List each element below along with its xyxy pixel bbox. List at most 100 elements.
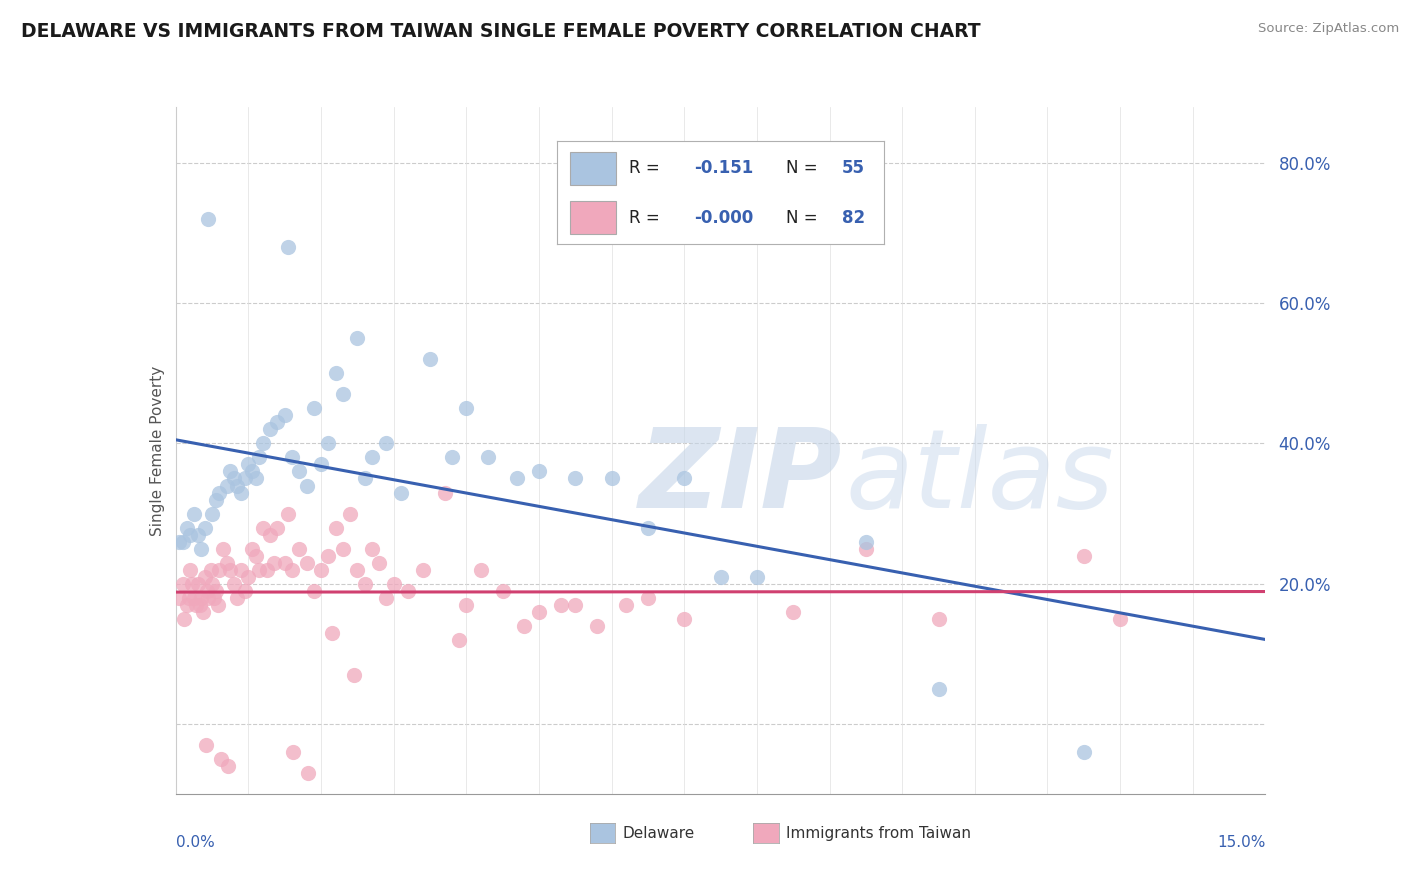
Point: [283, 745, 305, 759]
Point: [256, 563, 278, 577]
Point: [447, 632, 470, 647]
Point: [346, 563, 368, 577]
Text: atlas: atlas: [846, 425, 1115, 532]
Point: [212, 541, 235, 556]
Point: [309, 458, 332, 472]
Point: [259, 527, 281, 541]
Point: [302, 401, 325, 416]
Point: [281, 450, 304, 465]
Point: [208, 563, 231, 577]
Point: [186, 527, 209, 541]
Point: [470, 563, 492, 577]
Point: [226, 591, 249, 605]
Point: [233, 471, 256, 485]
Point: [266, 520, 288, 534]
Point: [169, 534, 191, 549]
Point: [564, 598, 586, 612]
Point: [274, 409, 297, 423]
Point: [288, 541, 311, 556]
Point: [215, 478, 238, 492]
Text: DELAWARE VS IMMIGRANTS FROM TAIWAN SINGLE FEMALE POVERTY CORRELATION CHART: DELAWARE VS IMMIGRANTS FROM TAIWAN SINGL…: [21, 22, 981, 41]
Point: [346, 331, 368, 345]
Point: [550, 598, 572, 612]
Point: [231, 563, 253, 577]
Text: -0.151: -0.151: [695, 159, 754, 178]
Point: [209, 752, 232, 766]
Point: [513, 618, 536, 632]
Point: [194, 569, 217, 583]
Point: [240, 541, 263, 556]
Point: [745, 569, 768, 583]
Point: [389, 485, 412, 500]
Point: [353, 471, 375, 485]
Point: [855, 541, 877, 556]
Point: [564, 471, 586, 485]
Point: [240, 465, 263, 479]
Point: [169, 591, 191, 605]
Point: [782, 605, 804, 619]
Point: [179, 527, 201, 541]
Point: [456, 401, 478, 416]
Point: [637, 520, 659, 534]
Point: [288, 465, 311, 479]
Text: ZIP: ZIP: [638, 425, 842, 532]
Text: 82: 82: [842, 209, 865, 227]
Point: [188, 598, 211, 612]
Point: [332, 541, 354, 556]
Text: 0.0%: 0.0%: [176, 835, 215, 850]
Point: [219, 563, 242, 577]
Point: [219, 465, 242, 479]
Point: [325, 520, 347, 534]
Point: [207, 598, 229, 612]
Point: [382, 576, 405, 591]
Point: [245, 471, 267, 485]
Point: [412, 563, 434, 577]
Y-axis label: Single Female Poverty: Single Female Poverty: [149, 366, 165, 535]
Point: [202, 591, 225, 605]
Point: [259, 422, 281, 436]
Point: [200, 563, 222, 577]
Point: [173, 612, 195, 626]
Text: R =: R =: [628, 209, 665, 227]
Point: [186, 576, 209, 591]
Point: [332, 387, 354, 401]
Point: [208, 485, 231, 500]
Point: [855, 534, 877, 549]
Text: 15.0%: 15.0%: [1218, 835, 1265, 850]
Point: [586, 618, 609, 632]
Point: [266, 416, 288, 430]
Point: [190, 541, 212, 556]
Point: [527, 465, 550, 479]
Point: [527, 605, 550, 619]
Point: [396, 583, 419, 598]
Point: [247, 563, 270, 577]
Point: [361, 541, 384, 556]
Point: [222, 576, 245, 591]
Point: [194, 520, 217, 534]
Point: [614, 598, 637, 612]
Point: [339, 507, 361, 521]
Point: [215, 556, 238, 570]
Point: [353, 576, 375, 591]
Point: [297, 765, 319, 780]
Text: N =: N =: [786, 159, 823, 178]
Point: [928, 612, 950, 626]
Point: [172, 534, 194, 549]
Text: Delaware: Delaware: [623, 826, 695, 840]
Point: [247, 450, 270, 465]
Point: [195, 738, 218, 752]
Point: [375, 591, 398, 605]
Point: [263, 556, 285, 570]
Point: [302, 583, 325, 598]
Point: [477, 450, 499, 465]
Point: [673, 612, 696, 626]
Point: [183, 591, 205, 605]
Point: [1073, 549, 1095, 563]
Point: [193, 605, 215, 619]
Text: 55: 55: [842, 159, 865, 178]
Point: [179, 563, 201, 577]
Point: [928, 681, 950, 696]
Point: [506, 471, 529, 485]
Point: [183, 507, 205, 521]
Point: [277, 240, 299, 254]
